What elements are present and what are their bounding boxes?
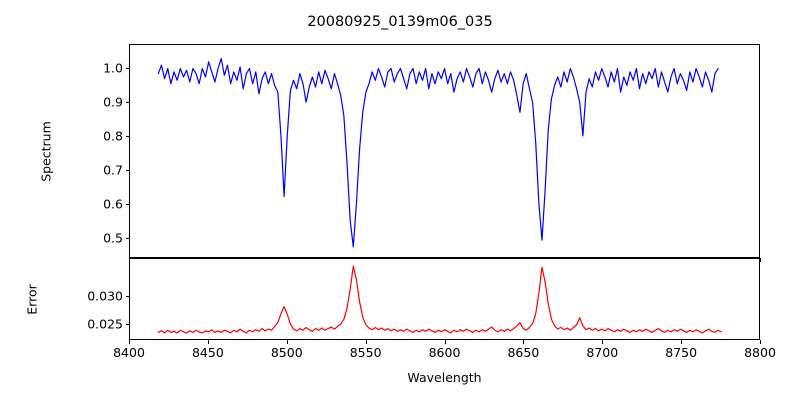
figure-title: 20080925_0139m06_035 xyxy=(307,14,493,30)
y-tick-label: 0.5 xyxy=(103,230,123,246)
y-tick-mark xyxy=(125,67,129,69)
x-tick-mark xyxy=(602,340,604,344)
y-tick-mark xyxy=(125,169,129,171)
x-tick-mark xyxy=(760,258,761,262)
x-tick-mark xyxy=(681,340,683,344)
x-tick-label: 8500 xyxy=(270,345,303,360)
y-tick-label: 0.030 xyxy=(87,288,123,304)
y-tick-mark xyxy=(125,203,129,205)
x-tick-mark xyxy=(523,340,525,344)
x-tick-mark xyxy=(207,340,209,344)
y-tick-mark xyxy=(125,296,129,298)
y-tick-label: 1.0 xyxy=(103,60,123,76)
x-tick-mark xyxy=(365,340,367,344)
y-tick-label: 0.7 xyxy=(103,162,123,178)
y-tick-label: 0.8 xyxy=(103,128,123,144)
x-tick-mark xyxy=(129,340,130,344)
x-tick-label: 8650 xyxy=(507,345,540,360)
spectrum-panel xyxy=(129,44,760,258)
y-tick-mark xyxy=(125,324,129,326)
y-tick-mark xyxy=(125,101,129,103)
error-axis-title: Error xyxy=(24,284,40,315)
y-tick-label: 0.9 xyxy=(103,94,123,110)
x-tick-label: 8600 xyxy=(428,345,461,360)
y-tick-label: 0.6 xyxy=(103,196,123,212)
error-line-plot xyxy=(130,259,759,339)
x-tick-mark xyxy=(286,340,288,344)
x-tick-label: 8550 xyxy=(349,345,382,360)
y-tick-label: 0.025 xyxy=(87,316,123,332)
x-tick-label: 8800 xyxy=(744,345,776,360)
wavelength-axis-title: Wavelength xyxy=(407,370,482,385)
x-tick-label: 8700 xyxy=(586,345,619,360)
x-tick-label: 8450 xyxy=(191,345,224,360)
x-tick-label: 8750 xyxy=(665,345,698,360)
y-tick-mark xyxy=(125,135,129,137)
x-tick-label: 8400 xyxy=(113,345,145,360)
y-tick-mark xyxy=(125,237,129,239)
spectrum-axis-title: Spectrum xyxy=(38,121,54,182)
error-panel xyxy=(129,258,760,340)
x-tick-mark xyxy=(444,340,446,344)
spectrum-line-plot xyxy=(130,45,759,257)
x-tick-mark xyxy=(760,340,761,344)
